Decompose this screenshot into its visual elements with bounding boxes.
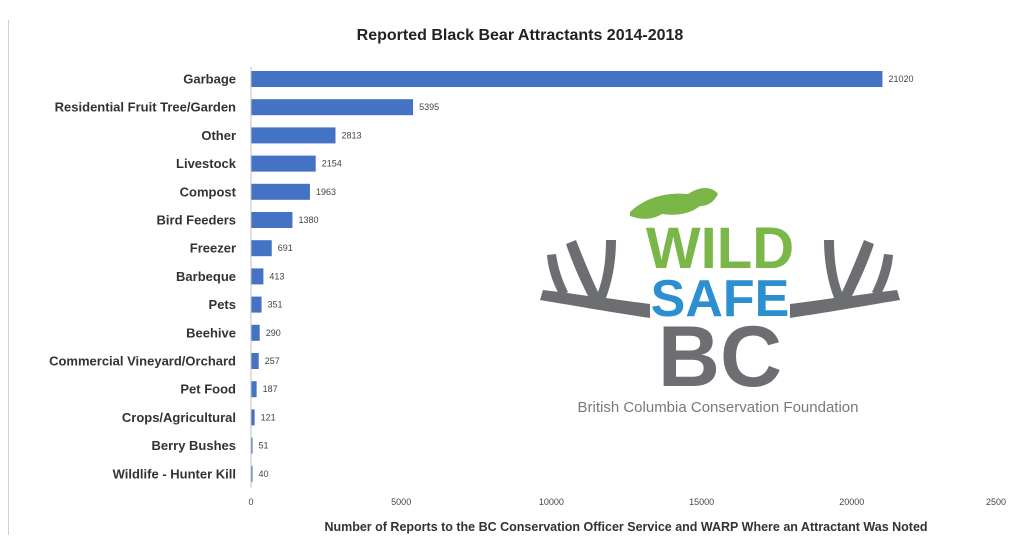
bar-commercial-vineyard-orchard (251, 353, 259, 369)
bar-crops-agricultural (251, 409, 255, 426)
x-tick-label: 15000 (689, 497, 714, 507)
value-labels-group: 21020 5395 2813 2154 1963 1380 691 413 351 290 257… (259, 74, 914, 479)
value-label: 351 (268, 300, 283, 310)
category-label: Livestock (176, 156, 237, 171)
value-label: 2813 (342, 130, 362, 140)
category-label: Residential Fruit Tree/Garden (55, 100, 236, 115)
x-tick-label: 10000 (539, 497, 564, 507)
value-label: 413 (269, 271, 284, 281)
category-label: Commercial Vineyard/Orchard (49, 354, 236, 369)
cougar-silhouette (630, 188, 718, 219)
right-antler-tine (872, 254, 893, 296)
category-label: Freezer (190, 241, 236, 256)
x-tick-label: 2500 (986, 497, 1006, 507)
x-tick-label: 20000 (839, 497, 864, 507)
logo-wild-text: WILD (646, 216, 794, 281)
bar-garbage (251, 71, 883, 87)
value-label: 51 (259, 441, 269, 451)
wildsafebc-logo: WILD SAFE BC British Columbia Conservati… (540, 188, 900, 416)
bar-berry-bushes (251, 437, 253, 454)
right-antler-graphic (790, 240, 900, 318)
category-label: Pet Food (180, 382, 236, 397)
bar-wildlife-hunter-kill (251, 465, 253, 482)
category-label: Crops/Agricultural (122, 410, 236, 425)
bar-other (251, 127, 336, 144)
x-tick-label: 5000 (391, 497, 411, 507)
category-label: Wildlife - Hunter Kill (113, 466, 236, 481)
bar-pets (251, 296, 262, 313)
bar-residential-fruit-tree-garden (251, 99, 414, 116)
bar-beehive (251, 324, 260, 341)
value-label: 691 (278, 243, 293, 253)
value-label: 187 (263, 384, 278, 394)
x-axis: 0 5000 10000 15000 20000 2500 (248, 67, 1006, 507)
category-labels-group: Garbage Residential Fruit Tree/Garden Othe… (49, 72, 237, 482)
bar-bird-feeders (251, 212, 293, 228)
value-label: 40 (259, 469, 269, 479)
value-label: 257 (265, 356, 280, 366)
category-label: Pets (209, 297, 236, 312)
left-antler-tine (547, 254, 568, 296)
bar-freezer (251, 240, 272, 257)
value-label: 21020 (888, 74, 913, 84)
chart-title: Reported Black Bear Attractants 2014-201… (357, 27, 684, 44)
bar-pet-food (251, 381, 257, 398)
category-label: Other (201, 128, 236, 143)
left-antler-graphic (540, 240, 650, 318)
logo-caption: British Columbia Conservation Foundation (578, 399, 859, 416)
bars-group (251, 71, 883, 482)
logo-bc-text: BC (658, 309, 782, 405)
bar-livestock (251, 155, 316, 172)
value-label: 121 (261, 412, 276, 422)
category-label: Bird Feeders (157, 213, 236, 228)
value-label: 5395 (419, 102, 439, 112)
x-tick-label: 0 (248, 497, 253, 507)
category-label: Barbeque (176, 269, 236, 284)
value-label: 1963 (316, 187, 336, 197)
value-label: 1380 (298, 215, 318, 225)
category-label: Beehive (186, 325, 236, 340)
logo-safe-text: SAFE (651, 270, 790, 328)
value-label: 2154 (322, 159, 342, 169)
category-label: Berry Bushes (151, 438, 236, 453)
x-axis-label: Number of Reports to the BC Conservation… (324, 520, 927, 534)
value-label: 290 (266, 328, 281, 338)
left-border-line (8, 20, 9, 535)
bar-compost (251, 183, 310, 200)
category-label: Garbage (183, 72, 236, 87)
category-label: Compost (180, 184, 237, 199)
bar-barbeque (251, 268, 264, 285)
